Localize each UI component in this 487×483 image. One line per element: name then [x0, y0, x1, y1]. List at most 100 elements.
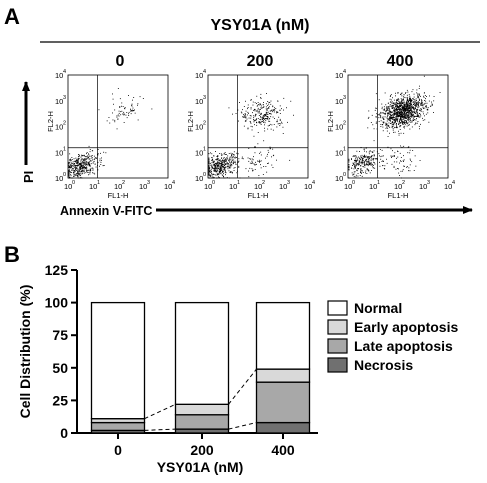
event-dot — [402, 107, 404, 109]
event-dot — [414, 104, 416, 106]
event-dot — [394, 113, 396, 115]
event-dot — [89, 149, 91, 150]
event-dot — [416, 122, 418, 124]
event-dot — [217, 169, 218, 171]
event-dot — [222, 163, 224, 165]
x-tick-label: 10 — [394, 182, 402, 191]
event-dot — [407, 110, 409, 112]
event-dot — [409, 106, 410, 108]
event-dot — [399, 108, 401, 110]
event-dot — [398, 172, 400, 174]
event-dot — [391, 124, 393, 126]
event-dot — [406, 104, 408, 106]
event-dot — [394, 119, 395, 120]
event-dot — [361, 159, 363, 160]
event-dot — [266, 93, 267, 94]
event-dot — [208, 159, 210, 160]
event-dot — [401, 99, 403, 100]
event-dot — [357, 175, 359, 177]
event-dot — [369, 172, 371, 174]
event-dot — [372, 167, 374, 169]
event-dot — [272, 167, 274, 168]
bar-segment-normal — [90, 301, 146, 420]
event-dot — [92, 159, 93, 161]
event-dot — [221, 166, 223, 167]
x-tick-label: 10 — [304, 182, 312, 191]
event-dot — [80, 167, 82, 169]
event-dot — [396, 106, 398, 108]
event-dot — [121, 102, 123, 104]
event-dot — [221, 163, 222, 165]
event-dot — [378, 114, 380, 115]
event-dot — [77, 162, 79, 163]
event-dot — [218, 176, 219, 178]
event-dot — [278, 123, 280, 124]
x-tick-exponent: 3 — [427, 180, 430, 186]
event-dot — [411, 113, 413, 115]
event-dot — [412, 107, 414, 109]
event-dot — [218, 172, 220, 174]
event-dot — [219, 159, 221, 161]
event-dot — [245, 116, 247, 118]
event-dot — [406, 115, 408, 117]
event-dot — [415, 104, 417, 106]
event-dot — [88, 172, 90, 173]
event-dot — [253, 121, 255, 123]
event-dot — [392, 117, 394, 118]
event-dot — [270, 116, 272, 118]
event-dot — [401, 108, 403, 110]
annexin-axis-label: Annexin V-FITC — [60, 204, 152, 218]
event-dot — [429, 95, 430, 97]
event-dot — [78, 158, 80, 160]
event-dot — [402, 114, 404, 116]
event-dot — [216, 171, 218, 172]
event-dot — [402, 116, 404, 118]
event-dot — [407, 113, 409, 115]
event-dot — [412, 98, 413, 100]
event-dot — [388, 119, 390, 121]
event-dot — [392, 106, 394, 108]
event-dot — [91, 157, 93, 159]
event-dot — [254, 164, 256, 166]
y-tick-exponent: 1 — [203, 146, 206, 152]
event-dot — [386, 125, 388, 127]
event-dot — [251, 129, 253, 131]
event-dot — [405, 120, 407, 121]
event-dot — [265, 157, 266, 159]
event-dot — [262, 118, 263, 120]
event-dot — [393, 131, 394, 133]
event-dot — [137, 103, 139, 105]
event-dot — [416, 109, 417, 111]
event-dot — [407, 146, 409, 148]
event-dot — [386, 130, 388, 132]
event-dot — [404, 121, 406, 123]
event-dot — [403, 115, 405, 117]
event-dot — [399, 101, 401, 103]
event-dot — [355, 155, 357, 156]
event-dot — [132, 107, 134, 109]
event-dot — [74, 164, 76, 166]
event-dot — [85, 156, 86, 158]
event-dot — [408, 104, 409, 106]
event-dot — [254, 110, 256, 112]
event-dot — [395, 168, 397, 170]
event-dot — [260, 107, 262, 109]
event-dot — [250, 115, 252, 117]
event-dots — [348, 75, 441, 179]
event-dot — [221, 157, 223, 159]
event-dot — [254, 115, 256, 117]
event-dot — [257, 107, 259, 109]
event-dot — [217, 156, 218, 158]
event-dot — [424, 119, 426, 121]
event-dot — [358, 168, 359, 170]
event-dot — [290, 100, 292, 102]
event-dot — [248, 112, 249, 114]
event-dot — [413, 108, 415, 110]
event-dot — [262, 121, 263, 122]
event-dot — [89, 151, 91, 153]
event-dot — [83, 172, 85, 174]
event-dot — [227, 163, 229, 165]
x-tick-exponent: 0 — [72, 180, 75, 186]
event-dot — [398, 113, 400, 115]
